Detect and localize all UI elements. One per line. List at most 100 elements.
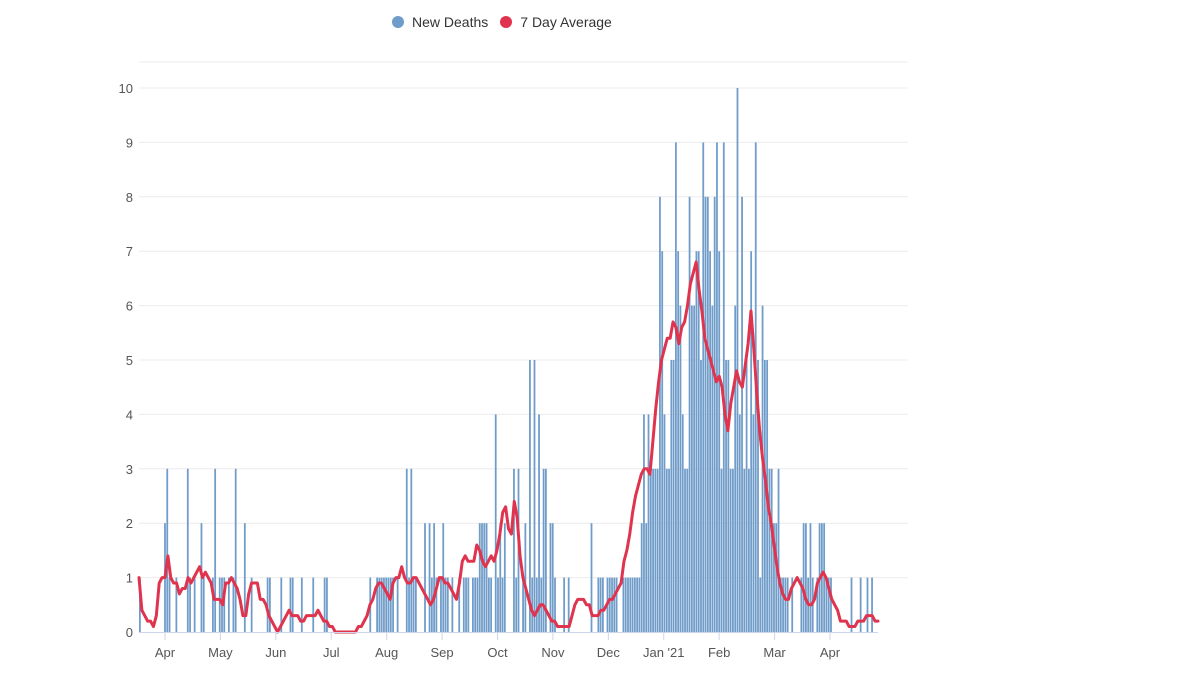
bar-new-deaths[interactable] [629,577,632,632]
bar-new-deaths[interactable] [690,305,693,632]
bar-new-deaths[interactable] [773,523,775,632]
bar-new-deaths[interactable] [424,523,426,632]
bar-new-deaths[interactable] [250,577,253,632]
bar-new-deaths[interactable] [743,468,746,632]
bar-new-deaths[interactable] [567,577,570,632]
bar-new-deaths[interactable] [613,577,616,632]
bar-new-deaths[interactable] [745,360,748,632]
bar-new-deaths[interactable] [763,360,766,632]
bar-new-deaths[interactable] [428,523,431,632]
bar-new-deaths[interactable] [643,414,645,632]
bar-new-deaths[interactable] [168,577,171,632]
bar-new-deaths[interactable] [684,468,686,632]
bar-new-deaths[interactable] [300,577,303,632]
line-7-day-average-path[interactable] [137,260,880,634]
bar-new-deaths[interactable] [326,577,328,632]
legend-item-7-day-average[interactable]: 7 Day Average [500,14,612,30]
bar-new-deaths[interactable] [408,577,410,632]
bar-new-deaths[interactable] [805,523,807,632]
bar-new-deaths[interactable] [722,142,725,632]
bar-new-deaths[interactable] [476,577,479,632]
bar-new-deaths[interactable] [549,523,552,632]
bar-new-deaths[interactable] [802,523,805,632]
bar-new-deaths[interactable] [396,577,399,632]
bar-new-deaths[interactable] [638,577,641,632]
bar-new-deaths[interactable] [323,577,326,632]
bar-new-deaths[interactable] [627,577,629,632]
bar-new-deaths[interactable] [597,577,600,632]
bar-new-deaths[interactable] [718,251,721,632]
bar-new-deaths[interactable] [551,523,554,632]
bar-new-deaths[interactable] [631,577,634,632]
bar-new-deaths[interactable] [752,414,755,632]
bar-new-deaths[interactable] [750,251,753,632]
bar-new-deaths[interactable] [501,577,504,632]
bar-new-deaths[interactable] [688,196,691,633]
bar-new-deaths[interactable] [139,577,141,632]
bar-new-deaths[interactable] [823,523,826,632]
bar-new-deaths[interactable] [223,577,226,632]
bar-new-deaths[interactable] [611,577,613,632]
bar-new-deaths[interactable] [706,196,709,633]
bar-new-deaths[interactable] [533,360,536,632]
bar-new-deaths[interactable] [659,196,661,633]
bar-new-deaths[interactable] [720,468,723,632]
bar-new-deaths[interactable] [269,577,271,632]
bar-new-deaths[interactable] [435,577,438,632]
bar-new-deaths[interactable] [816,577,819,632]
bar-new-deaths[interactable] [652,468,654,632]
bar-new-deaths[interactable] [446,577,449,632]
bar-new-deaths[interactable] [675,142,677,632]
bar-new-deaths[interactable] [640,523,643,632]
bar-new-deaths[interactable] [166,468,169,632]
bar-new-deaths[interactable] [697,251,700,632]
bar-new-deaths[interactable] [478,523,481,632]
bar-new-deaths[interactable] [465,577,467,632]
bar-new-deaths[interactable] [535,577,538,632]
bar-new-deaths[interactable] [175,577,178,632]
bar-new-deaths[interactable] [280,577,283,632]
bar-new-deaths[interactable] [467,577,470,632]
bar-new-deaths[interactable] [522,577,524,632]
bar-new-deaths[interactable] [494,414,497,632]
bar-new-deaths[interactable] [440,577,442,632]
bar-new-deaths[interactable] [472,577,474,632]
bar-new-deaths[interactable] [686,468,689,632]
bar-new-deaths[interactable] [786,577,789,632]
bar-new-deaths[interactable] [483,523,486,632]
bar-new-deaths[interactable] [513,468,515,632]
bar-new-deaths[interactable] [850,577,853,632]
bar-new-deaths[interactable] [866,577,869,632]
bar-new-deaths[interactable] [385,577,388,632]
bar-new-deaths[interactable] [784,577,787,632]
bar-new-deaths[interactable] [383,577,385,632]
bar-new-deaths[interactable] [599,577,602,632]
bar-new-deaths[interactable] [193,577,196,632]
bar-new-deaths[interactable] [232,577,235,632]
bar-new-deaths[interactable] [380,577,383,632]
bar-new-deaths[interactable] [725,360,727,632]
bar-new-deaths[interactable] [734,305,737,632]
bar-new-deaths[interactable] [791,577,794,632]
bar-new-deaths[interactable] [266,577,269,632]
bar-new-deaths[interactable] [661,251,664,632]
bar-new-deaths[interactable] [624,577,627,632]
bar-new-deaths[interactable] [779,577,782,632]
bar-new-deaths[interactable] [531,577,534,632]
bar-new-deaths[interactable] [458,577,461,632]
bar-new-deaths[interactable] [665,468,668,632]
bar-new-deaths[interactable] [291,577,294,632]
bar-new-deaths[interactable] [392,577,394,632]
bar-new-deaths[interactable] [490,577,493,632]
bar-new-deaths[interactable] [218,577,221,632]
bar-new-deaths[interactable] [487,577,490,632]
bar-new-deaths[interactable] [670,360,673,632]
bar-new-deaths[interactable] [636,577,639,632]
bar-new-deaths[interactable] [211,577,214,632]
bar-new-deaths[interactable] [554,577,556,632]
bar-new-deaths[interactable] [515,577,518,632]
bar-new-deaths[interactable] [677,251,680,632]
bar-new-deaths[interactable] [503,523,506,632]
bar-new-deaths[interactable] [768,468,771,632]
bar-new-deaths[interactable] [859,577,862,632]
